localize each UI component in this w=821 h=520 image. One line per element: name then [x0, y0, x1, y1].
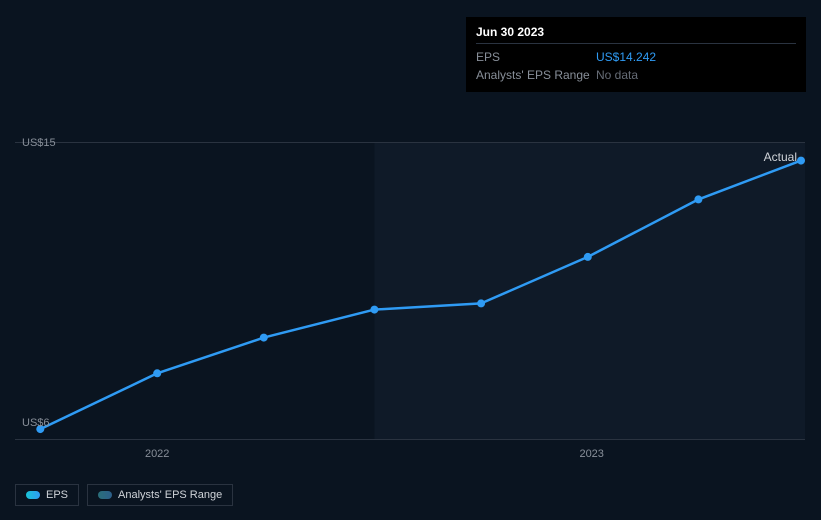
x-axis-label: 2023: [579, 448, 603, 460]
tooltip-row: Analysts' EPS RangeNo data: [476, 66, 796, 84]
legend-item[interactable]: EPS: [15, 484, 79, 506]
actual-region-label: Actual: [764, 150, 797, 164]
tooltip-row-label: EPS: [476, 48, 596, 66]
tooltip-date: Jun 30 2023: [476, 25, 796, 44]
legend-swatch-icon: [98, 491, 112, 499]
y-axis-label: US$6: [22, 417, 50, 429]
tooltip-row-value: No data: [596, 66, 638, 84]
legend-item[interactable]: Analysts' EPS Range: [87, 484, 233, 506]
chart-plot-area[interactable]: [15, 142, 805, 440]
legend-swatch-icon: [26, 491, 40, 499]
eps-chart: Jun 30 2023 EPSUS$14.242Analysts' EPS Ra…: [0, 0, 821, 520]
y-axis-label: US$15: [22, 137, 56, 149]
legend-item-label: Analysts' EPS Range: [118, 489, 222, 501]
tooltip-row: EPSUS$14.242: [476, 48, 796, 66]
tooltip-row-value: US$14.242: [596, 48, 656, 66]
chart-tooltip: Jun 30 2023 EPSUS$14.242Analysts' EPS Ra…: [466, 17, 806, 92]
legend-item-label: EPS: [46, 489, 68, 501]
x-axis-label: 2022: [145, 448, 169, 460]
chart-legend: EPS Analysts' EPS Range: [15, 484, 233, 506]
tooltip-row-label: Analysts' EPS Range: [476, 66, 596, 84]
